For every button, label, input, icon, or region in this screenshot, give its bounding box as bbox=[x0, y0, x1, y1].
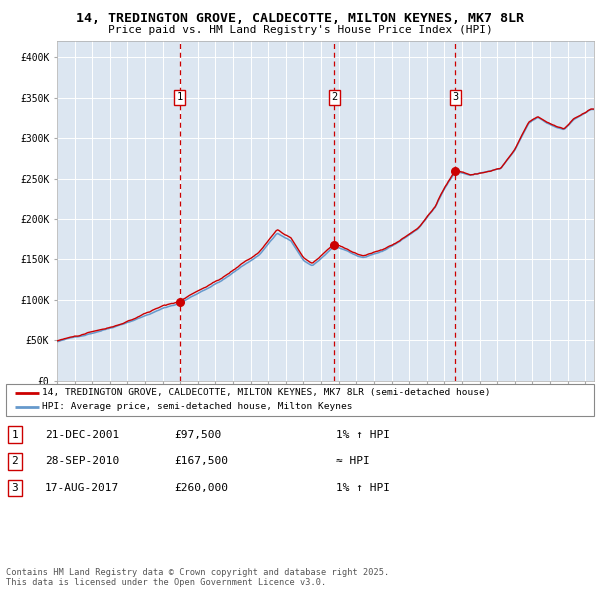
Text: 1% ↑ HPI: 1% ↑ HPI bbox=[336, 483, 390, 493]
Text: 2: 2 bbox=[11, 457, 19, 466]
Text: 1: 1 bbox=[11, 430, 19, 440]
Text: ≈ HPI: ≈ HPI bbox=[336, 457, 370, 466]
Text: 28-SEP-2010: 28-SEP-2010 bbox=[45, 457, 119, 466]
Text: 14, TREDINGTON GROVE, CALDECOTTE, MILTON KEYNES, MK7 8LR (semi-detached house): 14, TREDINGTON GROVE, CALDECOTTE, MILTON… bbox=[42, 388, 491, 397]
Text: 21-DEC-2001: 21-DEC-2001 bbox=[45, 430, 119, 440]
Text: 14, TREDINGTON GROVE, CALDECOTTE, MILTON KEYNES, MK7 8LR: 14, TREDINGTON GROVE, CALDECOTTE, MILTON… bbox=[76, 12, 524, 25]
Text: 17-AUG-2017: 17-AUG-2017 bbox=[45, 483, 119, 493]
Text: £97,500: £97,500 bbox=[174, 430, 221, 440]
Text: Price paid vs. HM Land Registry's House Price Index (HPI): Price paid vs. HM Land Registry's House … bbox=[107, 25, 493, 35]
Text: Contains HM Land Registry data © Crown copyright and database right 2025.
This d: Contains HM Land Registry data © Crown c… bbox=[6, 568, 389, 587]
Text: 3: 3 bbox=[452, 92, 458, 102]
Text: 1% ↑ HPI: 1% ↑ HPI bbox=[336, 430, 390, 440]
Text: £260,000: £260,000 bbox=[174, 483, 228, 493]
Text: HPI: Average price, semi-detached house, Milton Keynes: HPI: Average price, semi-detached house,… bbox=[42, 402, 353, 411]
Text: 3: 3 bbox=[11, 483, 19, 493]
Text: £167,500: £167,500 bbox=[174, 457, 228, 466]
Text: 2: 2 bbox=[331, 92, 337, 102]
Text: 1: 1 bbox=[176, 92, 183, 102]
